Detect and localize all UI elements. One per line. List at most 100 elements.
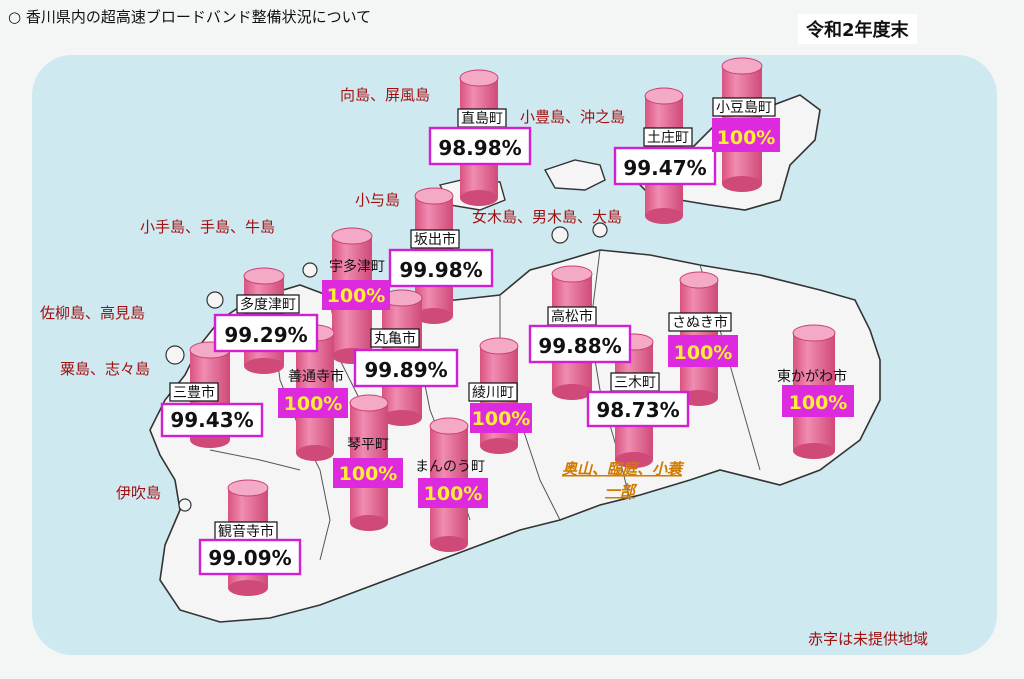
municipality-3-name: 坂出市	[410, 229, 460, 249]
svg-text:一部: 一部	[605, 482, 638, 500]
municipality-7-coverage: 99.88%	[528, 324, 632, 364]
municipality-10-name: 善通寺市	[288, 368, 344, 385]
municipality-9-coverage: 100%	[782, 385, 854, 417]
fiscal-year-label: 令和2年度末	[798, 14, 917, 44]
municipality-2-cylinder	[721, 57, 763, 192]
svg-text:100%: 100%	[327, 285, 386, 307]
municipality-12-coverage: 100%	[470, 403, 532, 433]
island-label-1: 小豊島、沖之島	[520, 108, 625, 126]
svg-text:100%: 100%	[284, 393, 343, 415]
island-small-4	[302, 262, 318, 278]
svg-text:奥山、臨庭、小蓑: 奥山、臨庭、小蓑	[562, 460, 685, 478]
municipality-3-coverage: 99.98%	[388, 248, 494, 288]
island-small-5	[206, 291, 224, 309]
municipality-7-name: 高松市	[547, 306, 597, 326]
municipality-12-name: 綾川町	[468, 382, 518, 402]
svg-text:100%: 100%	[789, 392, 848, 414]
municipality-0-coverage: 98.98%	[428, 126, 532, 166]
island-label-7: 伊吹島	[116, 484, 161, 502]
svg-text:99.98%: 99.98%	[399, 258, 482, 282]
municipality-6-coverage: 99.89%	[353, 348, 459, 388]
coverage-boxes: 直島町 98.98% 土庄町 99.47% 小豆島町 100% 坂出市 99.98% 宇多津町 1…	[160, 97, 854, 576]
island-label-6: 粟島、志々島	[60, 360, 150, 378]
legend-note: 赤字は未提供地域	[808, 630, 929, 648]
island-small-2	[592, 222, 608, 238]
svg-text:さぬき市: さぬき市	[672, 314, 728, 331]
svg-text:99.88%: 99.88%	[538, 334, 621, 358]
svg-text:99.89%: 99.89%	[364, 358, 447, 382]
municipality-14-coverage: 100%	[333, 458, 403, 488]
municipality-4-coverage: 100%	[322, 280, 390, 310]
svg-text:坂出市: 坂出市	[414, 231, 456, 248]
municipality-1-name: 土庄町	[643, 127, 693, 147]
svg-text:高松市: 高松市	[551, 308, 593, 325]
municipality-13-name: 三木町	[610, 372, 660, 392]
municipality-9-name: 東かがわ市	[777, 368, 847, 385]
teshima-island	[543, 159, 606, 191]
municipality-4-name: 宇多津町	[329, 258, 385, 275]
municipality-15-name: まんのう町	[415, 459, 485, 475]
municipality-5-name: 多度津町	[236, 294, 300, 314]
svg-text:三豊市: 三豊市	[173, 384, 215, 401]
svg-text:98.98%: 98.98%	[438, 136, 521, 160]
svg-text:三木町: 三木町	[614, 375, 656, 391]
municipality-10-coverage: 100%	[278, 388, 348, 418]
svg-text:土庄町: 土庄町	[647, 129, 689, 146]
svg-text:宇多津町: 宇多津町	[329, 258, 385, 275]
municipality-16-coverage: 99.09%	[198, 538, 302, 576]
island-label-5: 佐柳島、高見島	[40, 304, 145, 322]
svg-text:善通寺市: 善通寺市	[288, 368, 344, 385]
svg-text:向島、屏風島: 向島、屏風島	[340, 86, 430, 104]
svg-text:琴平町: 琴平町	[347, 437, 389, 453]
svg-text:まんのう町: まんのう町	[415, 459, 485, 475]
municipality-11-coverage: 99.43%	[160, 402, 264, 438]
municipality-11-name: 三豊市	[169, 382, 219, 402]
municipality-15-coverage: 100%	[418, 478, 488, 508]
svg-text:綾川町: 綾川町	[472, 385, 514, 401]
svg-text:99.29%: 99.29%	[224, 323, 307, 347]
svg-text:伊吹島: 伊吹島	[116, 484, 161, 502]
svg-text:99.43%: 99.43%	[170, 408, 253, 432]
svg-text:佐柳島、高見島: 佐柳島、高見島	[40, 304, 145, 322]
island-ibuki	[178, 498, 192, 512]
island-label-2: 小与島	[355, 191, 400, 209]
svg-text:小豆島町: 小豆島町	[716, 100, 772, 116]
svg-text:多度津町: 多度津町	[240, 296, 296, 313]
svg-text:東かがわ市: 東かがわ市	[777, 368, 847, 385]
svg-text:99.47%: 99.47%	[623, 156, 706, 180]
svg-text:98.73%: 98.73%	[596, 398, 679, 422]
municipality-8-name: さぬき市	[668, 312, 732, 332]
svg-text:小豊島、沖之島: 小豊島、沖之島	[520, 108, 625, 126]
svg-text:粟島、志々島: 粟島、志々島	[60, 360, 150, 378]
municipality-5-coverage: 99.29%	[213, 313, 319, 353]
municipality-0-name: 直島町	[457, 108, 507, 128]
svg-text:99.09%: 99.09%	[208, 546, 291, 570]
municipality-1-coverage: 99.47%	[613, 146, 717, 186]
page-title: ○ 香川県内の超高速ブロードバンド整備状況について	[8, 8, 372, 26]
svg-text:100%: 100%	[472, 408, 531, 430]
island-label-3: 女木島、男木島、大島	[472, 208, 622, 226]
svg-text:100%: 100%	[424, 483, 483, 505]
svg-text:100%: 100%	[339, 463, 398, 485]
svg-text:小手島、手島、牛島: 小手島、手島、牛島	[140, 218, 275, 236]
svg-text:観音寺市: 観音寺市	[218, 523, 274, 540]
svg-text:直島町: 直島町	[461, 110, 503, 127]
municipality-13-coverage: 98.73%	[586, 390, 690, 428]
island-label-4: 小手島、手島、牛島	[140, 218, 275, 236]
island-label-0: 向島、屏風島	[340, 86, 430, 104]
municipality-6-name: 丸亀市	[370, 328, 420, 348]
municipality-8-coverage: 100%	[668, 335, 738, 367]
municipality-14-name: 琴平町	[347, 437, 389, 453]
svg-text:小与島: 小与島	[355, 191, 400, 209]
svg-text:100%: 100%	[674, 342, 733, 364]
municipality-2-coverage: 100%	[712, 118, 780, 152]
svg-text:丸亀市: 丸亀市	[374, 330, 416, 347]
map-labels: 向島、屏風島小豊島、沖之島小与島女木島、男木島、大島小手島、手島、牛島佐柳島、高…	[40, 86, 685, 502]
island-small-6	[165, 345, 185, 365]
svg-text:女木島、男木島、大島: 女木島、男木島、大島	[472, 208, 622, 226]
island-small-1	[551, 226, 569, 244]
municipality-2-name: 小豆島町	[712, 97, 776, 117]
svg-text:100%: 100%	[717, 127, 776, 149]
